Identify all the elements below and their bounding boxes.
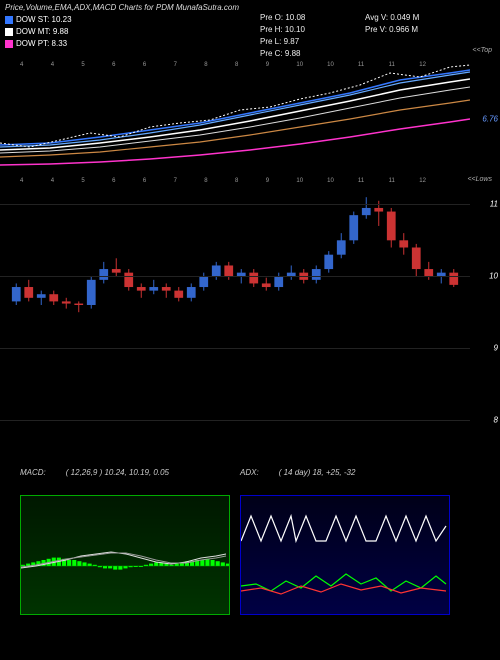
avg-v: Avg V: 0.049 M (365, 12, 419, 24)
adx-panel (240, 495, 450, 615)
pre-v: Pre V: 0.966 M (365, 24, 419, 36)
indicator-row: MACD: ( 12,26,9 ) 10.24, 10.19, 0.05 ADX… (0, 480, 500, 620)
pre-h: Pre H: 10.10 (260, 24, 305, 36)
macd-panel (20, 495, 230, 615)
ema-chart: <<Top 6.76 (0, 55, 500, 170)
pre-o: Pre O: 10.08 (260, 12, 305, 24)
adx-title: ADX: ( 14 day) 18, +25, -32 (240, 468, 355, 477)
chart-title: Price,Volume,EMA,ADX,MACD Charts for PDM… (0, 0, 500, 15)
legend-block: DOW ST: 10.23 DOW MT: 9.88 DOW PT: 8.33 (5, 14, 72, 50)
candle-chart: 111098 (0, 190, 500, 420)
axis-top-label: <<Top (472, 47, 492, 54)
ema-right-label: 6.76 (482, 115, 498, 124)
ohlc-block: Pre O: 10.08 Pre H: 10.10 Pre L: 9.87 Pr… (260, 12, 305, 60)
axis-low-label: <<Lows (467, 176, 492, 183)
pre-l: Pre L: 9.87 (260, 36, 305, 48)
macd-title: MACD: ( 12,26,9 ) 10.24, 10.19, 0.05 (20, 468, 169, 477)
legend-st: DOW ST: 10.23 (16, 15, 72, 24)
date-ticks-mid: 4456678891010111112 (0, 178, 470, 190)
vol-block: Avg V: 0.049 M Pre V: 0.966 M (365, 12, 419, 36)
legend-mt: DOW MT: 9.88 (16, 27, 68, 36)
legend-pt: DOW PT: 8.33 (16, 39, 67, 48)
